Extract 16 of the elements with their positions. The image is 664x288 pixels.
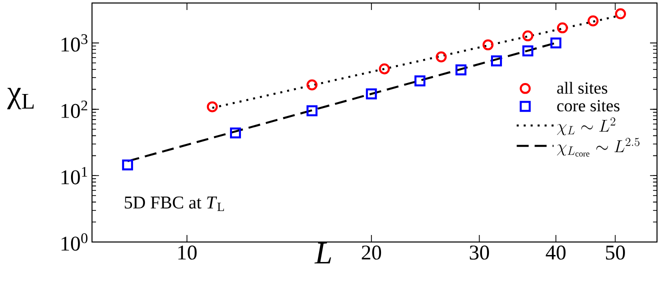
y-tick-label: 10$^{2}$ — [62, 100, 88, 118]
x-tick-label: 20 — [362, 246, 382, 260]
x-tick-label: 30 — [470, 246, 489, 260]
legend-label: $\chi_{L}\sim L^{2}$ — [557, 117, 616, 136]
y-tick-label: 10$^{1}$ — [62, 166, 88, 184]
y-axis-title: χ$_{L}$ — [7, 88, 34, 110]
legend-label: $\chi_{L_{\mathrm{core}}}\sim L^{2.5}$ — [557, 138, 640, 157]
x-axis-title: L — [314, 242, 332, 264]
legend-label: core sites — [557, 100, 620, 112]
x-tick-label: 50 — [606, 246, 625, 260]
x-tick-label: 40 — [546, 246, 566, 260]
x-tick-label: 10 — [178, 246, 197, 260]
y-tick-label: 10$^{0}$ — [62, 233, 88, 251]
y-tick-label: 10$^{3}$ — [62, 34, 88, 52]
legend-label: all sites — [557, 82, 608, 94]
annotation: 5D FBC at T$_{L}$ — [124, 196, 224, 211]
